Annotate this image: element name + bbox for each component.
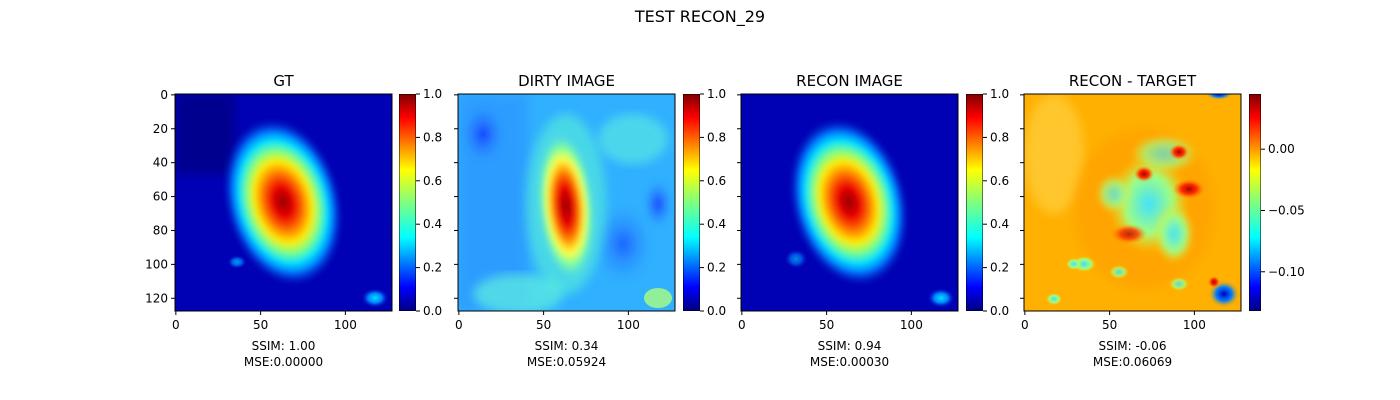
xtick-label-dirty-100: 100 [617,318,640,332]
panel-recon [741,94,983,311]
colorbar-tick-label-gt-5: 1.0 [423,87,442,101]
subplot-title-gt: GT [273,72,294,90]
xtick-label-recon-0: 0 [738,318,746,332]
colorbar-recon [966,94,983,311]
ytick-label-gt-100: 100 [145,257,168,271]
xtick-label-recon-50: 50 [819,318,834,332]
colorbar-tick-label-gt-2: 0.4 [423,217,442,231]
ytick-label-gt-60: 60 [153,190,168,204]
xtick-label-dirty-0: 0 [455,318,463,332]
heatmap-dirty-image [458,94,675,311]
ytick-label-gt-80: 80 [153,223,168,237]
colorbar-gt [399,94,416,311]
metric-label-diff-1: MSE:0.06069 [1093,355,1172,369]
colorbar-tick-label-recon-4: 0.8 [990,130,1009,144]
colorbar-tick-label-recon-2: 0.4 [990,217,1009,231]
colorbar-tick-label-dirty-2: 0.4 [707,217,726,231]
metric-label-gt-0: SSIM: 1.00 [252,339,316,353]
colorbar-tick-label-recon-0: 0.0 [990,304,1009,318]
metric-label-gt-1: MSE:0.00000 [244,355,323,369]
metric-label-dirty-0: SSIM: 0.34 [535,339,599,353]
colorbar-tick-label-dirty-4: 0.8 [707,130,726,144]
colorbar-dirty [683,94,700,311]
xtick-label-dirty-50: 50 [536,318,551,332]
xtick-label-gt-100: 100 [334,318,357,332]
colorbar-tick-label-dirty-0: 0.0 [707,304,726,318]
colorbar-tick-label-recon-5: 1.0 [990,87,1009,101]
colorbar-tick-label-gt-1: 0.2 [423,261,442,275]
subplot-title-recon: RECON IMAGE [796,72,903,90]
colorbar-diff [1249,94,1261,311]
heatmap-recon-image [741,94,958,311]
xtick-label-diff-0: 0 [1021,318,1029,332]
xtick-label-recon-100: 100 [900,318,923,332]
axes-frame-dirty [457,93,676,312]
ytick-label-gt-120: 120 [145,291,168,305]
xtick-label-diff-50: 50 [1102,318,1117,332]
colorbar-tick-label-dirty-5: 1.0 [707,87,726,101]
panel-gt [175,94,416,311]
axes-frame-diff [1023,93,1242,312]
xtick-label-gt-0: 0 [172,318,180,332]
colorbar-tick-label-dirty-1: 0.2 [707,261,726,275]
figure-title: TEST RECON_29 [634,7,765,27]
subplot-title-diff: RECON - TARGET [1069,72,1197,90]
ytick-label-gt-40: 40 [153,156,168,170]
colorbar-tick-label-recon-3: 0.6 [990,174,1009,188]
panel-dirty [458,94,700,311]
ytick-label-gt-0: 0 [160,88,168,102]
xtick-label-gt-50: 50 [253,318,268,332]
axes-frame-recon [740,93,959,312]
metric-label-diff-0: SSIM: -0.06 [1098,339,1166,353]
colorbar-tick-label-recon-1: 0.2 [990,261,1009,275]
axes-frame-gt [174,93,393,312]
axes-layer: GT 0 50 100 0 20 40 60 80 100 120 SSIM: 1.00 MSE:0.0… [145,72,1305,369]
panel-diff [1024,94,1261,311]
metric-label-dirty-1: MSE:0.05924 [527,355,606,369]
subplot-title-dirty: DIRTY IMAGE [518,72,615,90]
heatmap-gt-image [175,94,392,311]
ytick-label-gt-20: 20 [153,122,168,136]
colorbar-tick-label-diff-2: 0.00 [1268,142,1295,156]
colorbar-tick-label-dirty-3: 0.6 [707,174,726,188]
metric-label-recon-0: SSIM: 0.94 [818,339,882,353]
metric-label-recon-1: MSE:0.00030 [810,355,889,369]
colorbar-tick-label-gt-4: 0.8 [423,130,442,144]
colorbar-tick-label-diff-0: −0.10 [1268,265,1305,279]
colorbar-tick-label-gt-3: 0.6 [423,174,442,188]
heatmap-diff-image [1024,94,1241,311]
xtick-label-diff-100: 100 [1183,318,1206,332]
colorbar-tick-label-diff-1: −0.05 [1268,203,1305,217]
colorbar-tick-label-gt-0: 0.0 [423,304,442,318]
